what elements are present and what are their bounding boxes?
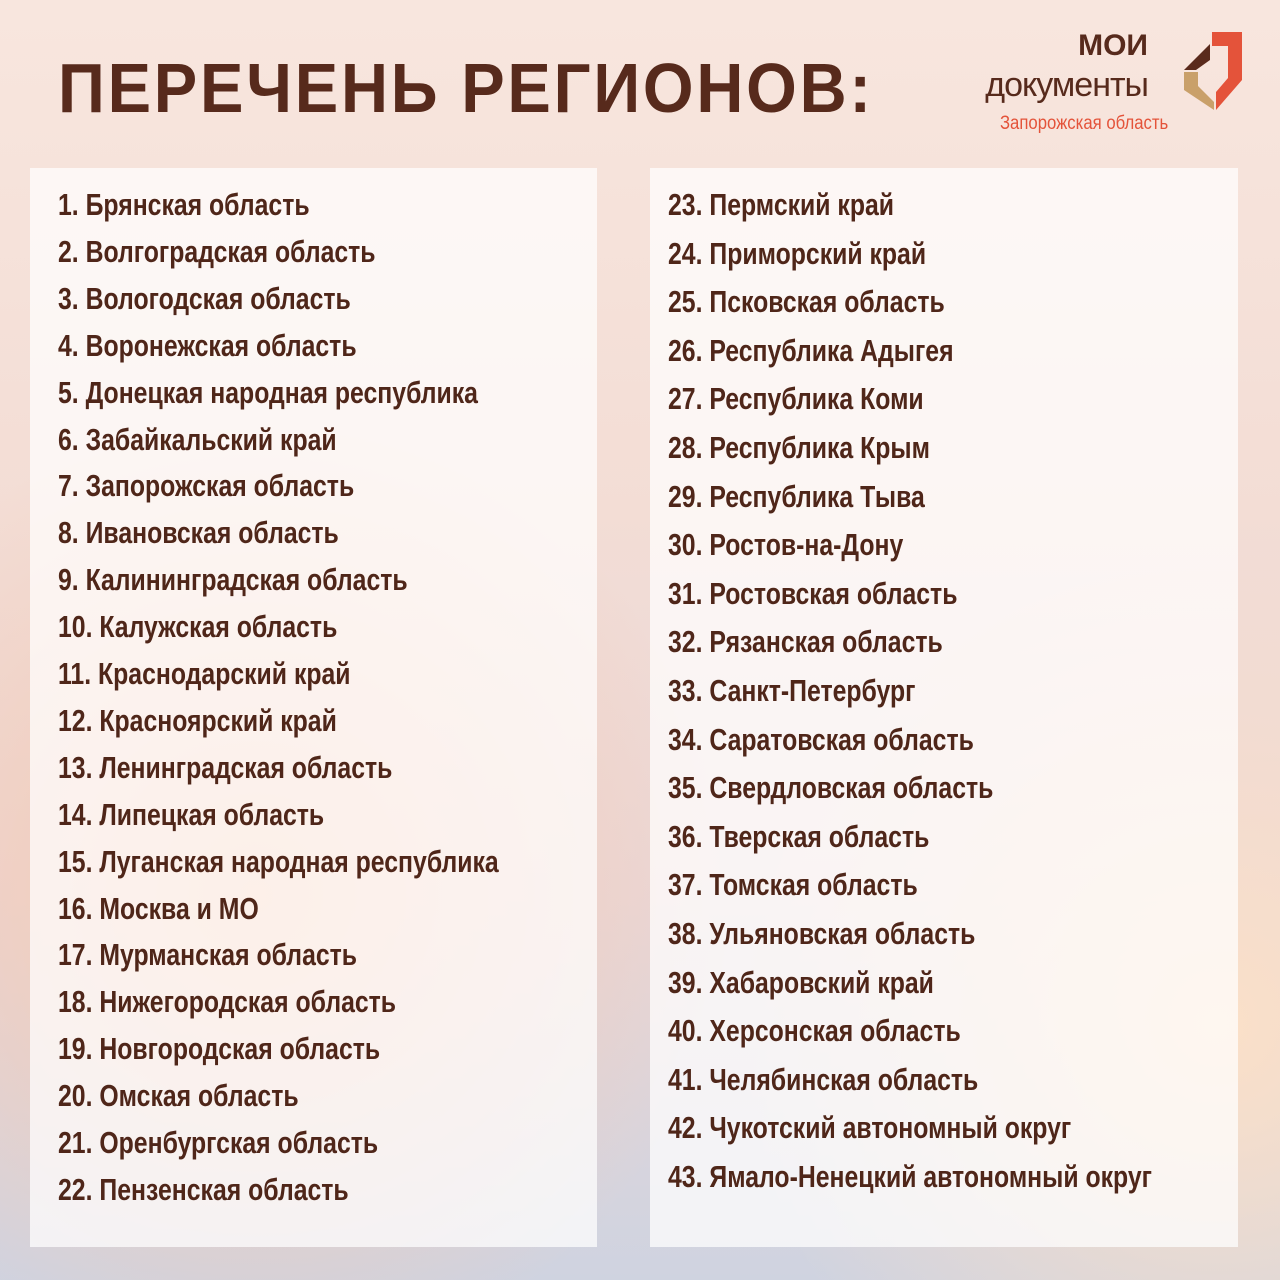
region-list-item: 9. Калининградская область <box>58 562 408 598</box>
region-list-item: 28. Республика Крым <box>668 430 930 465</box>
region-list-item: 27. Республика Коми <box>668 381 924 417</box>
region-list-item: 31. Ростовская область <box>668 575 958 611</box>
region-list-item: 33. Санкт-Петербург <box>668 673 916 708</box>
region-list-item: 15. Луганская народная республика <box>58 843 499 879</box>
region-list-item: 20. Омская область <box>58 1078 299 1114</box>
region-list-item: 36. Тверская область <box>668 818 930 854</box>
region-list-item: 14. Липецкая область <box>58 796 325 832</box>
page-title: ПЕРЕЧЕНЬ РЕГИОНОВ: <box>58 49 874 127</box>
region-list-item: 25. Псковская область <box>668 284 945 320</box>
regions-list-right: 23. Пермский край 24. Приморский край 25. … <box>650 168 1238 1247</box>
region-list-item: 43. Ямало-Ненецкий автономный округ <box>668 1159 1152 1194</box>
region-list-item: 42. Чукотский автономный округ <box>668 1110 1072 1146</box>
region-list-item: 3. Вологодская область <box>58 280 351 316</box>
region-list-item: 30. Ростов-на-Дону <box>668 527 904 563</box>
region-list-item: 38. Ульяновская область <box>668 916 976 951</box>
region-list-item: 7. Запорожская область <box>58 468 355 504</box>
region-list-item: 32. Рязанская область <box>668 624 943 660</box>
logo-line2: документы <box>985 66 1149 104</box>
region-list-item: 16. Москва и МО <box>58 890 259 926</box>
region-list-item: 12. Красноярский край <box>58 702 337 738</box>
region-list-item: 4. Воронежская область <box>58 327 357 363</box>
regions-list-left: 1. Брянская область 2. Волгоградская обла… <box>30 168 597 1247</box>
logo-region: Запорожская область <box>999 113 1168 134</box>
region-list-item: 24. Приморский край <box>668 235 927 271</box>
region-list-item: 18. Нижегородская область <box>58 984 397 1020</box>
region-list-item: 19. Новгородская область <box>58 1031 381 1067</box>
region-list-item: 39. Хабаровский край <box>668 964 934 1000</box>
region-list-item: 23. Пермский край <box>668 187 895 222</box>
region-list-item: 37. Томская область <box>668 867 918 903</box>
region-list-item: 6. Забайкальский край <box>58 421 337 457</box>
region-list-item: 11. Краснодарский край <box>58 656 351 691</box>
moi-dokumenty-logo: МОИ документы Запорожская область <box>950 22 1250 144</box>
region-list-item: 34. Саратовская область <box>668 721 974 757</box>
region-list-item: 17. Мурманская область <box>58 937 358 973</box>
region-list-item: 22. Пензенская область <box>58 1171 349 1207</box>
region-list-item: 5. Донецкая народная республика <box>58 374 478 410</box>
region-list-item: 29. Республика Тыва <box>668 478 925 514</box>
region-list-item: 1. Брянская область <box>58 187 310 222</box>
region-list-item: 2. Волгоградская область <box>58 233 376 269</box>
region-list-item: 40. Херсонская область <box>668 1013 961 1049</box>
logo-shield-icon <box>1184 32 1242 110</box>
region-list-item: 10. Калужская область <box>58 609 338 645</box>
region-list-item: 21. Оренбургская область <box>58 1125 379 1160</box>
region-list-item: 26. Республика Адыгея <box>668 332 954 368</box>
region-list-item: 35. Свердловская область <box>668 770 994 806</box>
region-list-item: 13. Ленинградская область <box>58 749 393 785</box>
logo-line1: МОИ <box>1078 29 1148 62</box>
region-list-item: 8. Ивановская область <box>58 515 339 551</box>
region-list-item: 41. Челябинская область <box>668 1061 979 1097</box>
